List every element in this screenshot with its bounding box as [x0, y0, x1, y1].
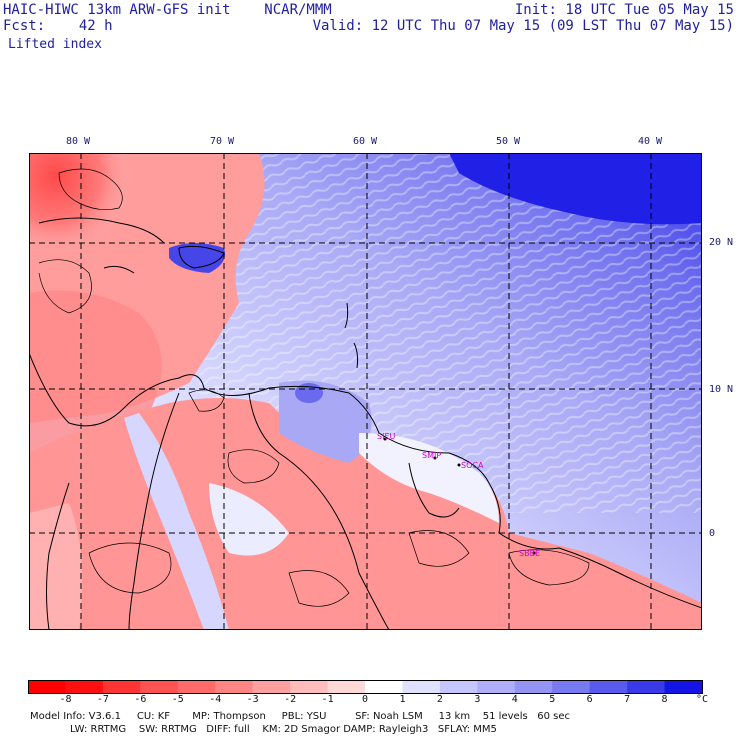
- map-frame: [29, 153, 702, 630]
- colorbar-swatch: [627, 680, 666, 694]
- colorbar-tick-label: -7: [96, 694, 109, 705]
- colorbar-swatch: [140, 680, 179, 694]
- colorbar-swatch: [252, 680, 291, 694]
- colorbar-tick-label: 1: [399, 694, 406, 705]
- colorbar-swatch: [65, 680, 104, 694]
- colorbar-swatch: [589, 680, 628, 694]
- colorbar-swatch: [477, 680, 516, 694]
- lat-label-20n: 20 N: [709, 237, 734, 248]
- colorbar-swatch: [664, 680, 703, 694]
- neutral-region-amazon: [209, 483, 289, 556]
- colorbar-unit: °C: [696, 694, 709, 705]
- lifted-index-map: SIEU SMJP SOCA SBBE: [29, 153, 702, 630]
- colorbar-swatch: [439, 680, 478, 694]
- colorbar-tick-label: 3: [474, 694, 481, 705]
- site-label-sbbe: SBBE: [519, 549, 540, 558]
- contour-lines: [38, 168, 590, 607]
- lat-label-0: 0: [709, 528, 716, 539]
- colorbar-tick-label: -1: [321, 694, 334, 705]
- colorbar-tick-label: -2: [284, 694, 297, 705]
- colorbar-tick-label: -4: [209, 694, 222, 705]
- lon-label-80w: 80 W: [66, 136, 91, 147]
- stable-region-northeast: [449, 153, 702, 225]
- site-label-sieu: SIEU: [377, 432, 395, 441]
- colorbar-tick-label: 8: [661, 694, 668, 705]
- neutral-region-guiana: [359, 433, 499, 523]
- colorbar-tick-label: -8: [59, 694, 72, 705]
- colorbar-tick-label: -6: [134, 694, 147, 705]
- map-svg: SIEU SMJP SOCA SBBE: [29, 153, 702, 630]
- colorbar-swatch: [514, 680, 553, 694]
- colorbar-swatch: [102, 680, 141, 694]
- colorbar-swatch: [552, 680, 591, 694]
- colorbar-tick-label: 6: [586, 694, 593, 705]
- site-label-soca: SOCA: [461, 461, 484, 470]
- station-markers: SIEU SMJP SOCA SBBE: [377, 432, 540, 558]
- colorbar-tick-label: 0: [362, 694, 369, 705]
- colorbar-swatch: [290, 680, 329, 694]
- model-info-line1: Model Info: V3.6.1 CU: KF MP: Thompson P…: [30, 711, 570, 722]
- colorbar-tick-label: -3: [246, 694, 259, 705]
- header-valid-time: Valid: 12 UTC Thu 07 May 15 (09 LST Thu …: [312, 18, 734, 34]
- lon-label-60w: 60 W: [353, 136, 378, 147]
- lon-label-50w: 50 W: [496, 136, 521, 147]
- header-model-title: HAIC-HIWC 13km ARW-GFS init NCAR/MMM: [3, 2, 332, 18]
- unstable-region-pacific: [29, 503, 83, 630]
- header-init-time: Init: 18 UTC Tue 05 May 15: [514, 2, 734, 18]
- colorbar-swatch: [215, 680, 254, 694]
- stable-blob-orinoco: [295, 383, 323, 403]
- lat-label-10n: 10 N: [709, 384, 734, 395]
- colorbar-tick-label: 4: [511, 694, 518, 705]
- colorbar-swatch: [327, 680, 366, 694]
- site-label-smjp: SMJP: [422, 451, 441, 460]
- model-info-line2: LW: RRTMG SW: RRTMG DIFF: full KM: 2D Sm…: [70, 724, 497, 735]
- neutral-ridge-andes: [124, 413, 229, 630]
- unstable-strip-south-caribbean: [29, 290, 162, 453]
- colorbar: [28, 680, 703, 694]
- lon-label-70w: 70 W: [210, 136, 235, 147]
- colorbar-tick-label: -5: [171, 694, 184, 705]
- colorbar-tick-label: 5: [549, 694, 556, 705]
- colorbar-tick-label: 2: [436, 694, 443, 705]
- lon-label-40w: 40 W: [638, 136, 663, 147]
- header-forecast-hour: Fcst: 42 h: [3, 18, 113, 34]
- colorbar-swatch: [28, 680, 66, 694]
- colorbar-swatch: [177, 680, 216, 694]
- coastlines: [29, 217, 702, 630]
- stable-region-hispaniola: [169, 243, 225, 273]
- field-name: Lifted index: [8, 37, 102, 52]
- colorbar-tick-label: 7: [624, 694, 631, 705]
- colorbar-swatch: [365, 680, 403, 694]
- colorbar-swatch: [402, 680, 441, 694]
